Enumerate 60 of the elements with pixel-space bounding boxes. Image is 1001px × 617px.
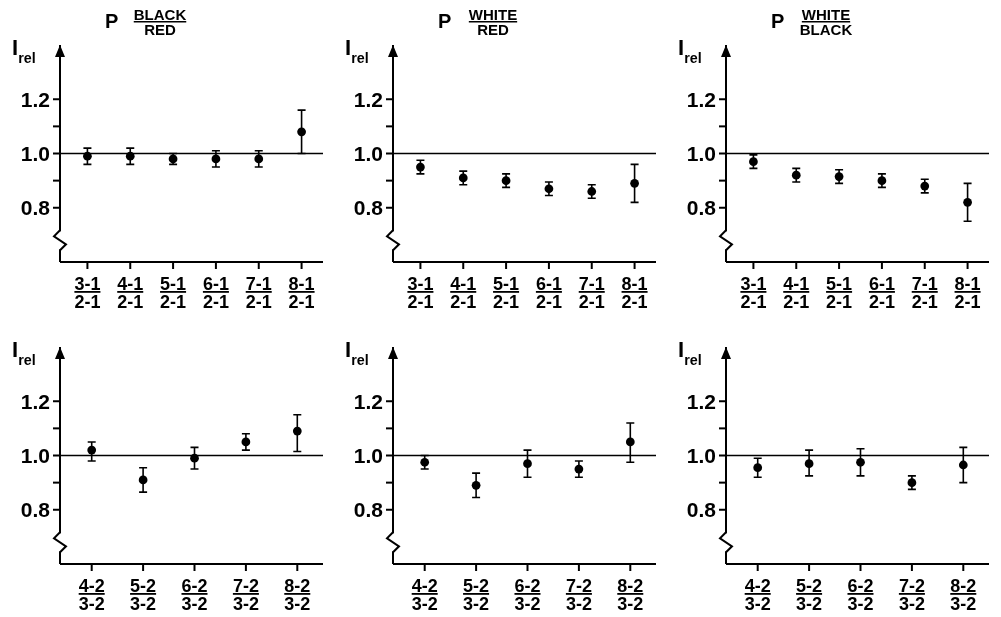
x-tick-label: 4-1 2-1 [783,274,810,312]
x-tick-label: 4-2 3-2 [744,576,771,614]
x-tick-label: 5-1 2-1 [160,274,187,312]
x-tick-label: 5-1 2-1 [826,274,853,312]
x-tick-label: 8-1 2-1 [621,274,648,312]
x-tick-label: 8-2 3-2 [284,576,311,614]
y-tick-label: 1.0 [20,141,50,165]
x-tick-label: 4-2 3-2 [78,576,105,614]
y-axis-title: I$_{rel}$ [678,337,702,368]
y-tick-label: 1.0 [353,443,383,467]
y-tick-label: 0.8 [353,196,384,220]
y-tick-label: 1.2 [686,389,716,413]
y-tick-label: 1.0 [20,443,50,467]
x-tick-label: 6-2 3-2 [514,576,541,614]
x-tick-label: 3-1 2-1 [74,274,101,312]
x-tick-label: 3-1 2-1 [407,274,434,312]
x-tick-label: 3-1 2-1 [740,274,767,312]
y-tick-label: 1.0 [353,141,383,165]
x-tick-label: 4-1 2-1 [450,274,477,312]
x-tick-label: 7-1 2-1 [578,274,605,312]
x-tick-label: 8-2 3-2 [617,576,644,614]
y-tick-label: 0.8 [686,498,717,522]
y-tick-label: 1.0 [686,141,716,165]
y-tick-label: 0.8 [20,498,51,522]
chart-title: P WHITE RED [438,6,518,38]
x-tick-label: 7-2 3-2 [898,576,925,614]
y-tick-label: 0.8 [20,196,51,220]
x-tick-label: 7-1 2-1 [245,274,272,312]
x-tick-label: 4-2 3-2 [411,576,438,614]
x-tick-label: 5-2 3-2 [463,576,490,614]
y-axis-title: I$_{rel}$ [345,337,369,368]
chart-title: P WHITE BLACK [771,6,853,38]
y-axis-title: I$_{rel}$ [678,35,702,66]
x-tick-label: 5-2 3-2 [130,576,157,614]
x-tick-label: 7-2 3-2 [232,576,259,614]
x-tick-label: 4-1 2-1 [117,274,144,312]
x-tick-label: 5-2 3-2 [796,576,823,614]
x-tick-label: 6-1 2-1 [868,274,895,312]
y-axis-title: I$_{rel}$ [345,35,369,66]
x-tick-label: 8-2 3-2 [950,576,977,614]
x-tick-label: 5-1 2-1 [493,274,520,312]
x-tick-label: 7-1 2-1 [911,274,938,312]
x-tick-label: 8-1 2-1 [954,274,981,312]
y-axis-title: I$_{rel}$ [12,35,36,66]
y-tick-label: 1.2 [20,87,50,111]
y-tick-label: 1.2 [353,389,383,413]
y-tick-label: 1.2 [20,389,50,413]
chart-title: P BLACK RED [105,6,187,38]
x-tick-label: 8-1 2-1 [288,274,315,312]
y-tick-label: 0.8 [686,196,717,220]
x-tick-label: 6-2 3-2 [847,576,874,614]
y-tick-label: 0.8 [353,498,384,522]
y-tick-label: 1.2 [353,87,383,111]
y-tick-label: 1.0 [686,443,716,467]
x-tick-label: 6-1 2-1 [535,274,562,312]
x-tick-label: 6-1 2-1 [202,274,229,312]
y-tick-label: 1.2 [686,87,716,111]
x-tick-label: 6-2 3-2 [181,576,208,614]
x-tick-label: 7-2 3-2 [565,576,592,614]
y-axis-title: I$_{rel}$ [12,337,36,368]
